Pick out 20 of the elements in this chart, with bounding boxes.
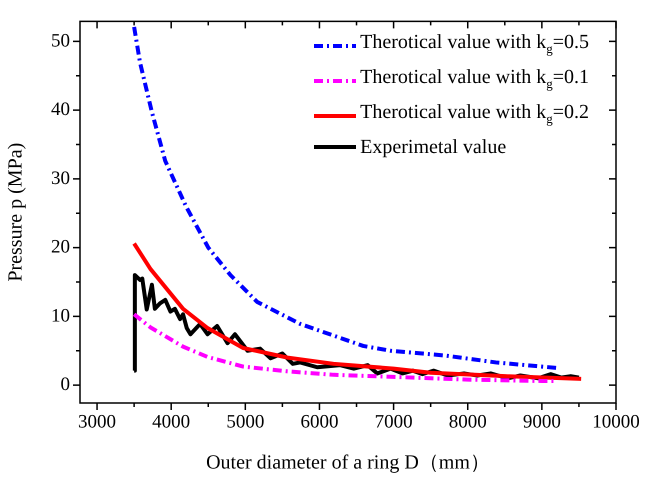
x-tick-label: 6000 <box>300 411 338 432</box>
x-tick-label: 3000 <box>78 411 116 432</box>
legend-label: Experimetal value <box>360 135 506 160</box>
y-axis-title: Pressure p (MPa) <box>4 142 26 282</box>
y-tick-label: 0 <box>60 374 70 396</box>
y-tick-label: 20 <box>51 236 70 258</box>
y-tick-label: 30 <box>51 168 70 189</box>
y-tick-label: 10 <box>51 305 70 326</box>
x-tick-label: 8000 <box>448 411 487 432</box>
x-tick-label: 10000 <box>592 411 640 432</box>
x-tick-label: 5000 <box>226 411 264 432</box>
legend-label: Therotical value with k$_{g}$=0.5 <box>360 30 589 58</box>
x-axis-title: Outer diameter of a ring D（mm） <box>206 451 490 474</box>
x-tick-label: 4000 <box>152 411 190 432</box>
y-tick-label: 50 <box>51 30 70 52</box>
x-tick-label: 9000 <box>522 411 561 432</box>
legend-label: Therotical value with k$_{g}$=0.2 <box>360 100 589 128</box>
x-tick-label: 7000 <box>374 411 413 432</box>
y-tick-label: 40 <box>51 99 70 120</box>
legend-label: Therotical value with k$_{g}$=0.1 <box>360 65 589 93</box>
